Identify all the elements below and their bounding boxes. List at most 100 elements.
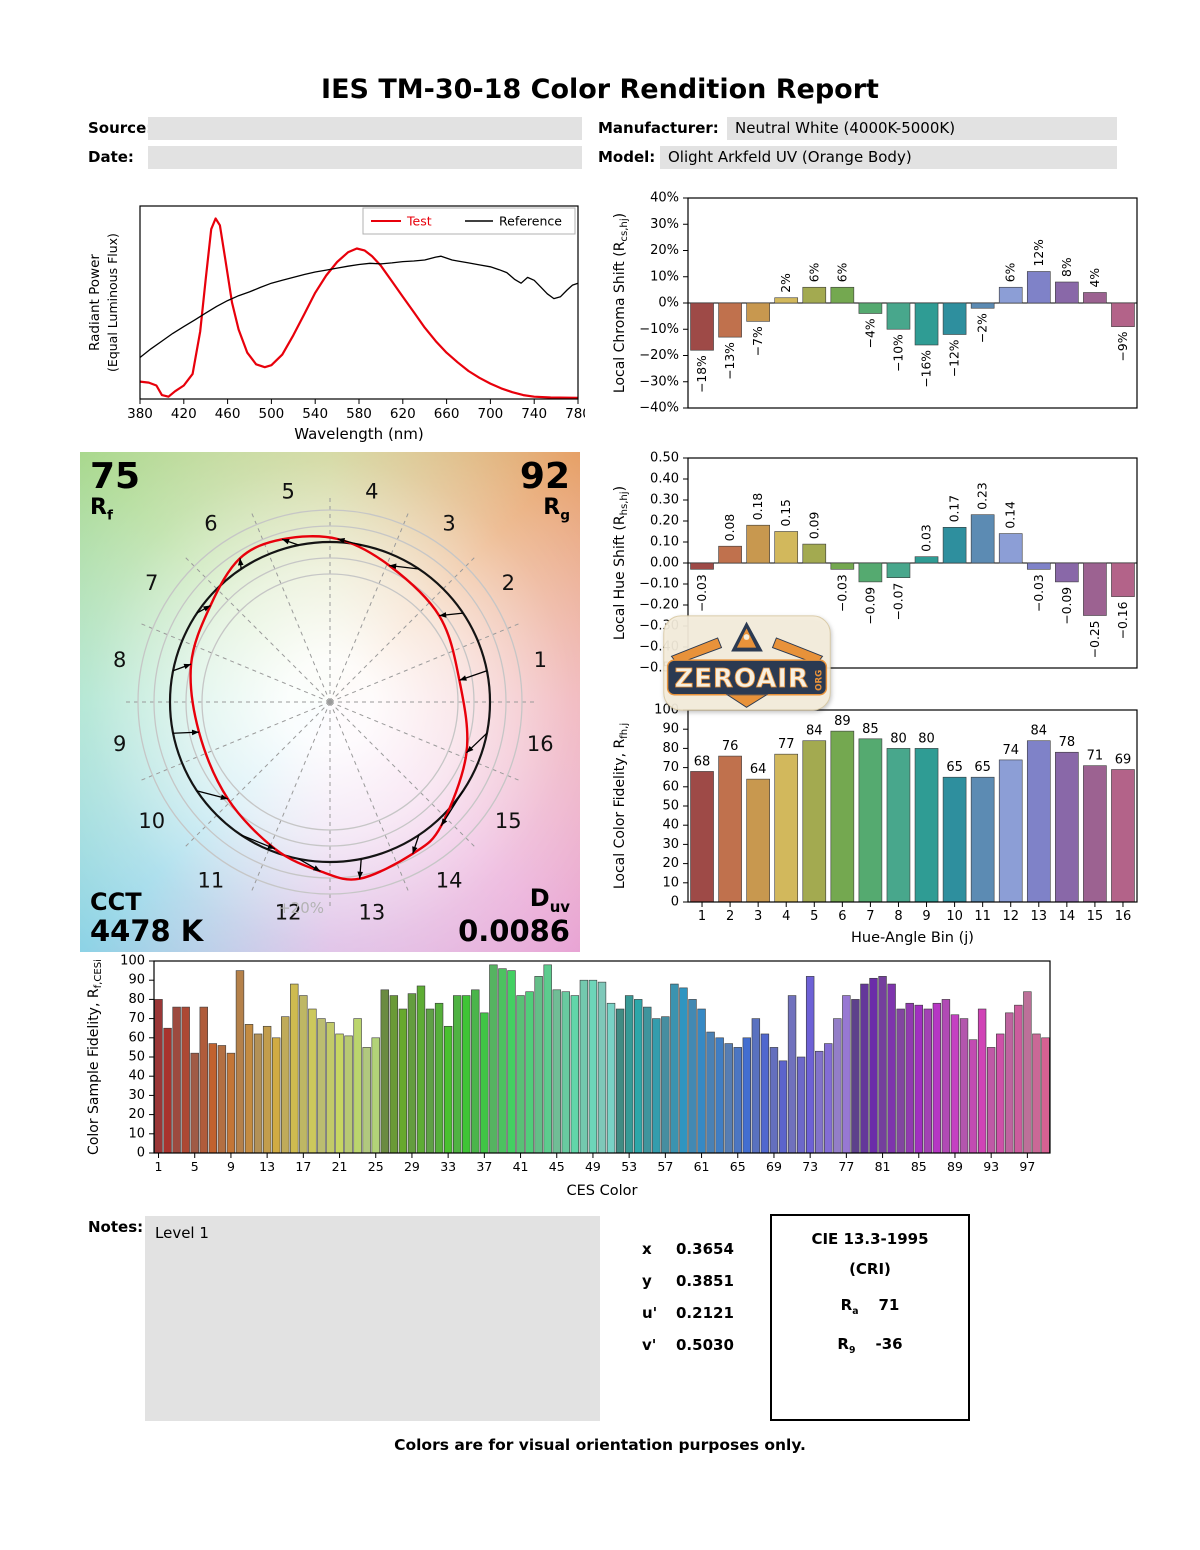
svg-text:11: 11 — [198, 868, 225, 892]
svg-text:5: 5 — [191, 1159, 199, 1174]
svg-text:1: 1 — [155, 1159, 163, 1174]
svg-text:57: 57 — [657, 1159, 673, 1174]
svg-text:50: 50 — [662, 799, 679, 814]
svg-text:65: 65 — [974, 760, 991, 775]
svg-text:97: 97 — [1019, 1159, 1035, 1174]
svg-text:15: 15 — [1087, 909, 1104, 924]
svg-text:0.23: 0.23 — [976, 482, 990, 509]
cri-title: CIE 13.3-1995 — [811, 1230, 929, 1248]
svg-text:−30%: −30% — [639, 374, 679, 389]
svg-text:17: 17 — [295, 1159, 311, 1174]
svg-text:60: 60 — [662, 779, 679, 794]
svg-text:9: 9 — [922, 909, 930, 924]
rg-value: 92 — [519, 456, 570, 497]
svg-text:30: 30 — [128, 1088, 145, 1103]
svg-text:740: 740 — [521, 406, 547, 422]
svg-text:6%: 6% — [1004, 263, 1018, 283]
duv-value: 0.0086 — [458, 913, 570, 948]
svg-text:5: 5 — [810, 909, 818, 924]
svg-text:0.20: 0.20 — [650, 514, 679, 529]
svg-text:1: 1 — [534, 648, 547, 672]
r9-value: -36 — [875, 1335, 903, 1353]
svg-text:64: 64 — [750, 762, 767, 777]
svg-text:45: 45 — [549, 1159, 565, 1174]
svg-text:37: 37 — [476, 1159, 492, 1174]
svg-text:20: 20 — [128, 1107, 145, 1122]
svg-text:540: 540 — [302, 406, 328, 422]
chromaticity-row-v: v' 0.5030 — [642, 1336, 734, 1354]
svg-text:80: 80 — [918, 731, 935, 746]
svg-text:Local Color Fidelity, Rfh,j: Local Color Fidelity, Rfh,j — [612, 723, 630, 889]
svg-text:5: 5 — [281, 480, 294, 504]
svg-text:Wavelength (nm): Wavelength (nm) — [294, 425, 424, 443]
svg-text:0.14: 0.14 — [1004, 501, 1018, 529]
cct-readout: CCT 4478 K — [90, 890, 203, 946]
svg-text:Reference: Reference — [499, 214, 562, 229]
svg-text:−18%: −18% — [695, 355, 709, 393]
svg-text:420: 420 — [171, 406, 197, 422]
svg-text:6: 6 — [838, 909, 846, 924]
svg-text:20: 20 — [662, 856, 679, 871]
svg-text:12: 12 — [1002, 909, 1019, 924]
local-chroma-shift-chart: 40% 30% 20% 10% 0% −10% −20% −30% −40% −18% −13% −7… — [600, 186, 1150, 438]
svg-text:40: 40 — [128, 1069, 145, 1084]
svg-text:85: 85 — [911, 1159, 927, 1174]
svg-text:2: 2 — [726, 909, 734, 924]
svg-text:81: 81 — [875, 1159, 891, 1174]
svg-text:−20%: −20% — [639, 348, 679, 363]
cct-label: CCT — [90, 888, 142, 917]
manufacturer-field: Neutral White (4000K-5000K) — [727, 117, 1117, 140]
svg-text:Color Sample Fidelity, Rf,CESi: Color Sample Fidelity, Rf,CESi — [86, 959, 104, 1155]
svg-text:40%: 40% — [650, 191, 679, 206]
svg-text:77: 77 — [778, 737, 795, 752]
zeroair-watermark-logo: ZEROAIR ORG — [658, 606, 836, 720]
chromaticity-row-x: x 0.3654 — [642, 1240, 734, 1258]
svg-text:80: 80 — [890, 731, 907, 746]
svg-text:61: 61 — [694, 1159, 710, 1174]
svg-text:−0.03: −0.03 — [835, 574, 849, 612]
svg-text:Local Chroma Shift (Rcs,hj): Local Chroma Shift (Rcs,hj) — [612, 213, 630, 393]
svg-text:9: 9 — [227, 1159, 235, 1174]
svg-text:Radiant Power: Radiant Power — [87, 254, 103, 351]
svg-text:2%: 2% — [779, 273, 793, 293]
svg-text:90: 90 — [128, 973, 145, 988]
svg-text:6: 6 — [204, 512, 217, 536]
svg-text:+20%: +20% — [278, 899, 324, 917]
svg-text:80: 80 — [128, 992, 145, 1007]
rf-value: 75 — [90, 456, 141, 497]
svg-text:CES Color: CES Color — [567, 1183, 638, 1199]
source-field — [148, 117, 582, 140]
svg-text:21: 21 — [332, 1159, 348, 1174]
svg-text:60: 60 — [128, 1030, 145, 1045]
svg-text:−7%: −7% — [751, 326, 765, 356]
svg-text:−0.03: −0.03 — [695, 574, 709, 612]
source-label: Source: — [88, 119, 153, 137]
notes-label: Notes: — [88, 1218, 144, 1236]
svg-text:90: 90 — [662, 722, 679, 737]
svg-text:80: 80 — [662, 741, 679, 756]
svg-text:20%: 20% — [650, 243, 679, 258]
svg-text:10: 10 — [946, 909, 963, 924]
ra-label: Ra — [840, 1296, 859, 1317]
rf-readout: 75 Rf — [90, 458, 140, 523]
rf-label: Rf — [90, 494, 113, 524]
svg-text:10%: 10% — [650, 269, 679, 284]
svg-text:0.08: 0.08 — [723, 514, 737, 541]
svg-text:0.18: 0.18 — [751, 493, 765, 520]
rg-label: Rg — [543, 494, 570, 524]
svg-text:8%: 8% — [1060, 257, 1074, 277]
spd-chart: 380 420 460 500 540 580 620 660 700 740 780 Wavelen… — [75, 192, 591, 452]
svg-text:3: 3 — [442, 512, 455, 536]
svg-text:−2%: −2% — [976, 313, 990, 343]
svg-text:89: 89 — [947, 1159, 963, 1174]
svg-text:−4%: −4% — [863, 319, 877, 349]
svg-text:69: 69 — [1115, 753, 1132, 768]
svg-text:Hue-Angle Bin (j): Hue-Angle Bin (j) — [851, 930, 974, 946]
svg-text:71: 71 — [1087, 749, 1104, 764]
svg-text:0.40: 0.40 — [650, 472, 679, 487]
svg-text:460: 460 — [215, 406, 241, 422]
svg-text:89: 89 — [834, 714, 851, 729]
svg-text:85: 85 — [862, 722, 879, 737]
svg-text:30%: 30% — [650, 217, 679, 232]
hue-wheel-background — [80, 452, 580, 952]
